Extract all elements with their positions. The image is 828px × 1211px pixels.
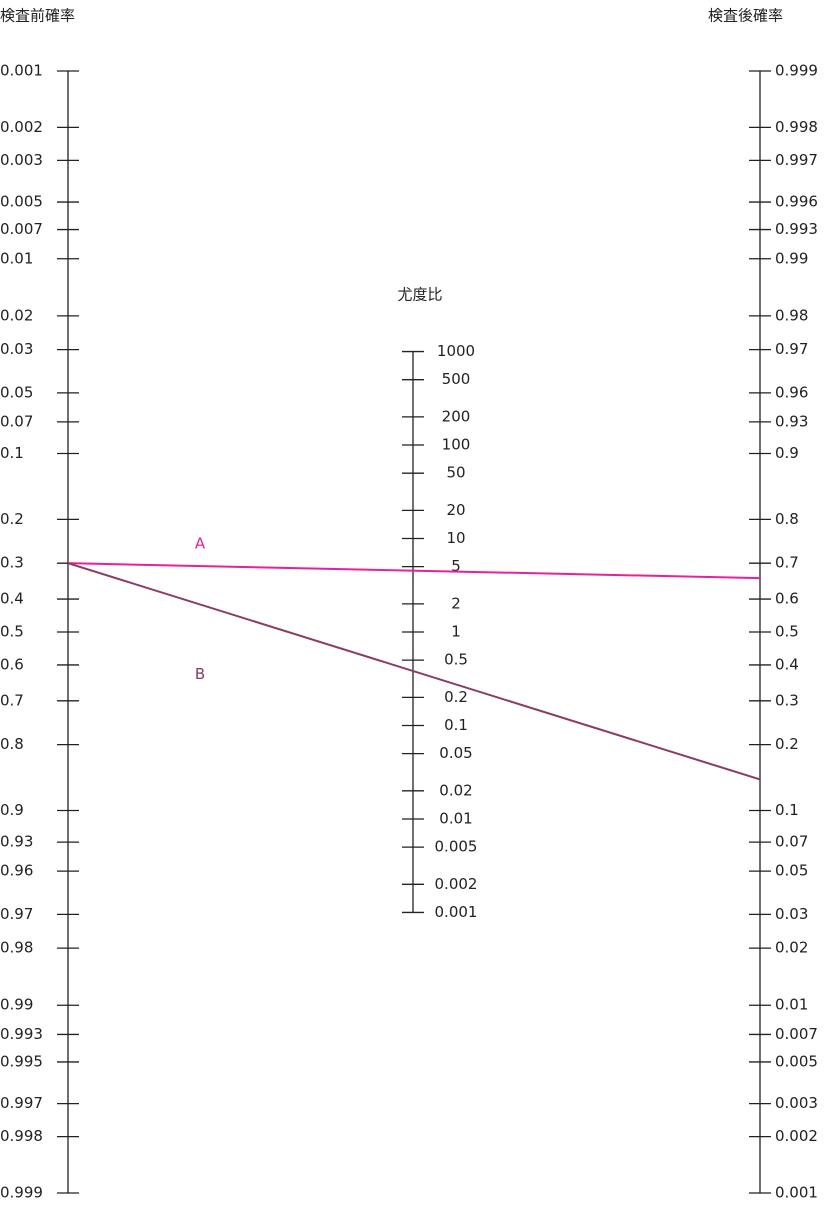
tick-label: 0.005 — [775, 1052, 818, 1070]
tick-label: 0.996 — [775, 193, 818, 211]
tick-label: 0.002 — [775, 1127, 818, 1145]
tick-label: 0.02 — [775, 939, 808, 957]
tick-label: 0.99 — [0, 996, 33, 1014]
tick-label: 0.07 — [775, 833, 808, 851]
tick-label: 0.4 — [775, 655, 799, 673]
tick-label: 0.97 — [0, 905, 33, 923]
tick-label: 0.99 — [775, 249, 808, 267]
tick-label: 0.1 — [0, 444, 24, 462]
tick-label: 0.8 — [775, 510, 799, 528]
tick-label: 0.003 — [0, 151, 43, 169]
tick-label: 0.005 — [435, 838, 478, 856]
tick-label: 0.93 — [775, 412, 808, 430]
tick-label: 0.98 — [0, 939, 33, 957]
tick-label: 0.007 — [0, 220, 43, 238]
tick-label: 0.05 — [0, 383, 33, 401]
pretest-title: 検査前確率 — [0, 7, 75, 25]
tick-label: 50 — [446, 464, 465, 482]
lr-title: 尤度比 — [397, 286, 442, 304]
tick-label: 0.002 — [0, 118, 43, 136]
tick-label: 0.4 — [0, 590, 24, 608]
tick-label: 0.07 — [0, 412, 33, 430]
tick-label: 0.05 — [439, 744, 472, 762]
tick-label: 0.01 — [439, 809, 472, 827]
tick-label: 10 — [446, 529, 465, 547]
tick-label: 0.997 — [0, 1094, 43, 1112]
tick-label: 0.7 — [775, 554, 799, 572]
tick-label: 0.998 — [775, 118, 818, 136]
tick-label: 0.993 — [0, 1025, 43, 1043]
nomogram-line — [67, 562, 761, 781]
tick-label: 0.5 — [444, 651, 468, 669]
tick-label: 0.995 — [0, 1052, 43, 1070]
tick-label: 0.001 — [0, 62, 43, 80]
tick-label: 0.01 — [775, 996, 808, 1014]
tick-label: 0.8 — [0, 735, 24, 753]
tick-label: 0.001 — [435, 903, 478, 921]
tick-label: 0.1 — [775, 801, 799, 819]
tick-label: 20 — [446, 501, 465, 519]
tick-label: 0.9 — [0, 801, 24, 819]
posttest-title: 検査後確率 — [708, 7, 783, 25]
tick-label: 0.002 — [435, 875, 478, 893]
tick-label: 0.93 — [0, 833, 33, 851]
tick-label: 1 — [451, 623, 461, 641]
tick-label: 0.03 — [775, 905, 808, 923]
tick-label: 0.997 — [775, 151, 818, 169]
tick-label: 1000 — [437, 342, 475, 360]
tick-label: 0.999 — [0, 1184, 43, 1202]
line-label: A — [195, 535, 206, 553]
tick-label: 0.01 — [0, 249, 33, 267]
tick-label: 0.6 — [0, 655, 24, 673]
tick-label: 0.03 — [0, 340, 33, 358]
tick-label: 0.3 — [775, 691, 799, 709]
tick-label: 0.007 — [775, 1025, 818, 1043]
tick-label: 0.001 — [775, 1184, 818, 1202]
tick-label: 0.02 — [439, 781, 472, 799]
nomogram-line — [67, 562, 761, 580]
tick-label: 100 — [442, 436, 471, 454]
tick-label: 0.993 — [775, 220, 818, 238]
tick-label: 0.02 — [0, 306, 33, 324]
tick-label: 0.6 — [775, 590, 799, 608]
tick-label: 0.96 — [775, 383, 808, 401]
tick-label: 0.998 — [0, 1127, 43, 1145]
tick-label: 0.3 — [0, 554, 24, 572]
tick-label: 0.96 — [0, 862, 33, 880]
tick-label: 0.5 — [775, 623, 799, 641]
tick-label: 5 — [451, 557, 461, 575]
tick-label: 0.2 — [775, 735, 799, 753]
tick-label: 0.5 — [0, 623, 24, 641]
tick-label: 0.1 — [444, 716, 468, 734]
tick-label: 0.003 — [775, 1094, 818, 1112]
tick-label: 0.9 — [775, 444, 799, 462]
tick-label: 0.97 — [775, 340, 808, 358]
tick-label: 0.2 — [444, 688, 468, 706]
tick-label: 0.7 — [0, 691, 24, 709]
tick-label: 0.98 — [775, 306, 808, 324]
tick-label: 0.005 — [0, 193, 43, 211]
tick-label: 200 — [442, 407, 471, 425]
tick-label: 0.05 — [775, 862, 808, 880]
tick-label: 500 — [442, 370, 471, 388]
tick-label: 0.2 — [0, 510, 24, 528]
tick-label: 2 — [451, 594, 461, 612]
line-label: B — [195, 665, 205, 683]
tick-label: 0.999 — [775, 62, 818, 80]
